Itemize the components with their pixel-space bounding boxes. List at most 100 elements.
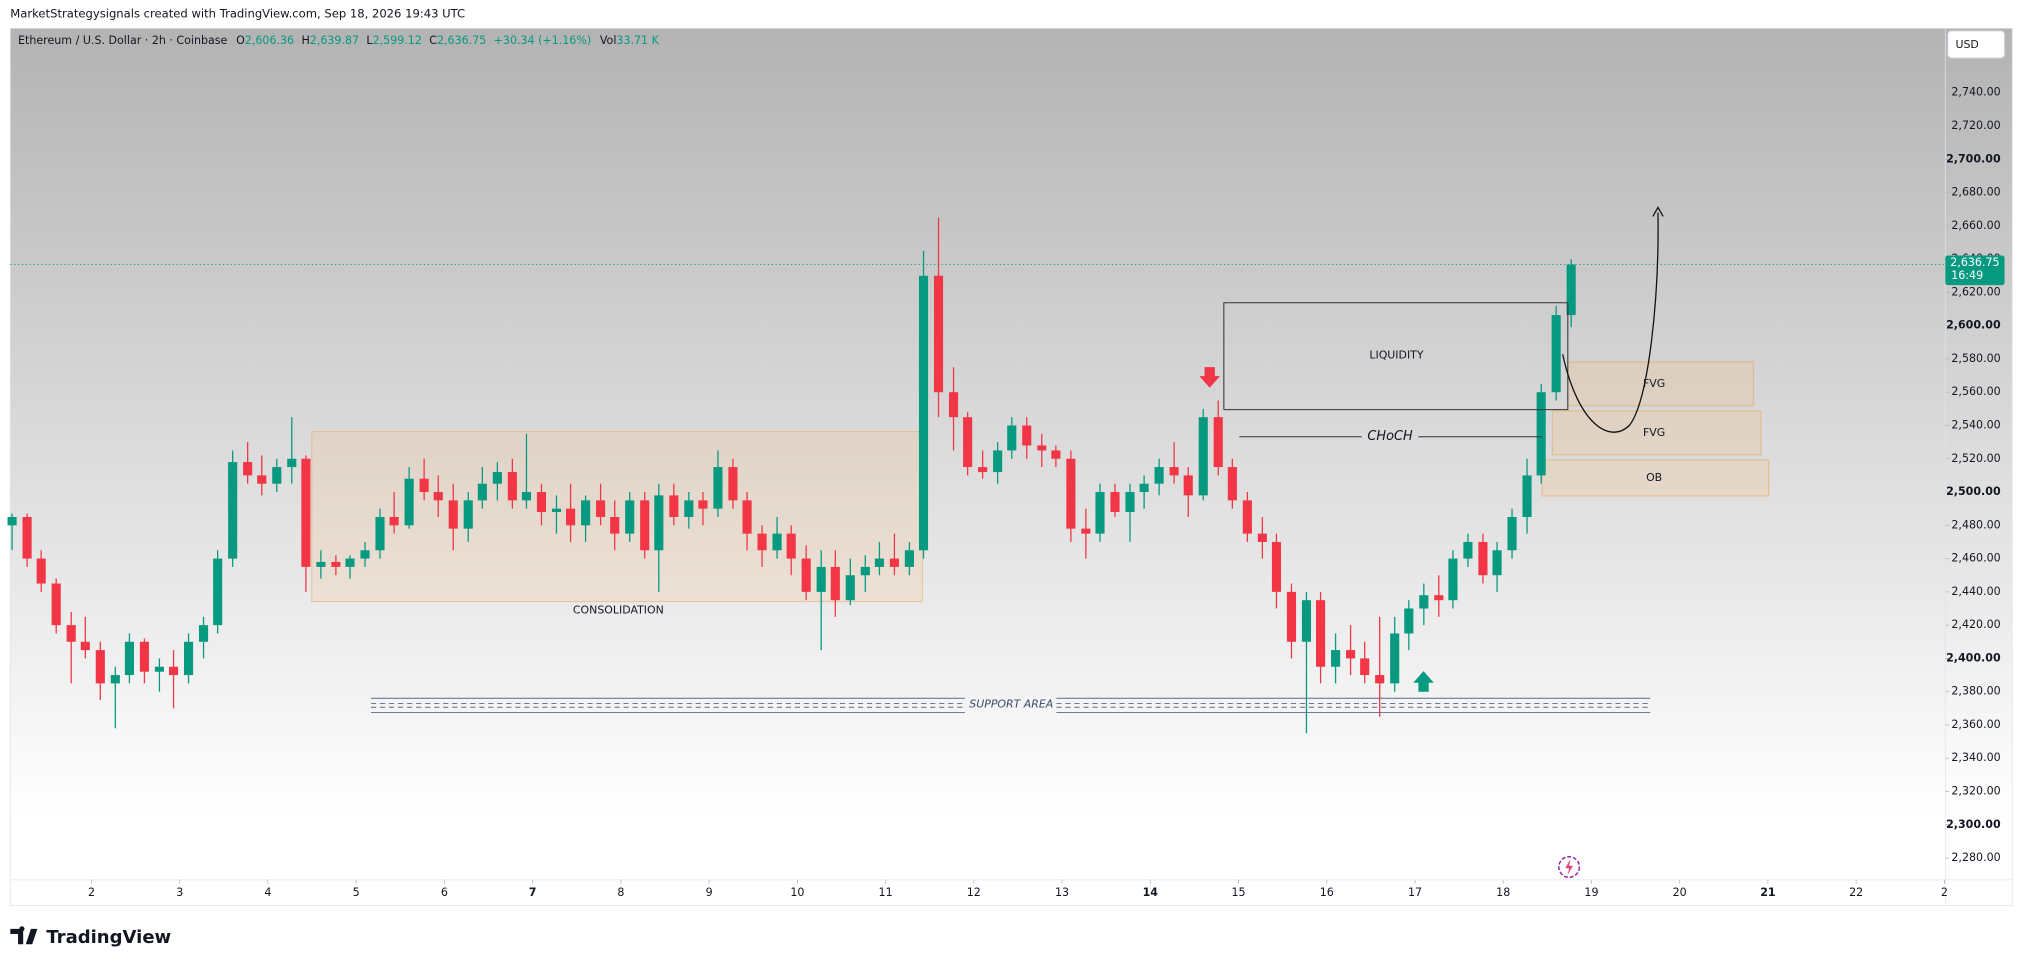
candle-body (110, 675, 120, 684)
candle-body (419, 478, 429, 493)
annotation-label: CONSOLIDATION (573, 604, 664, 617)
down-arrow (1199, 367, 1220, 388)
candle-body (389, 516, 399, 526)
up-arrow (1413, 671, 1434, 692)
candle-body (198, 625, 209, 642)
candle-body (1169, 467, 1179, 476)
candle-body (904, 550, 914, 567)
x-tick-label: 10 (790, 886, 804, 899)
ohlc-label: C (429, 34, 437, 47)
candle-body (1051, 450, 1061, 459)
candle-body (1257, 533, 1267, 542)
candle-body (1007, 425, 1017, 451)
candle-body (596, 500, 606, 517)
event-icon[interactable] (1558, 855, 1581, 879)
candle-body (1154, 467, 1164, 484)
candles (7, 217, 1946, 734)
x-tick-label: 3 (176, 886, 183, 899)
candle-body (1301, 600, 1312, 642)
currency-button[interactable] (1947, 30, 2006, 59)
ohlc-value: 2,599.12 (373, 34, 422, 47)
candle-body (640, 500, 650, 551)
candle-body (1227, 467, 1237, 501)
x-tick-label: 21 (1760, 886, 1775, 899)
x-tick-label: 2 (1941, 886, 1948, 899)
y-tick-label: 2,660.00 (1951, 219, 2000, 232)
y-tick-label: 2,440.00 (1951, 585, 2000, 598)
candle-body (66, 625, 76, 642)
y-tick-label: 2,740.00 (1951, 86, 2000, 99)
candle-body (874, 558, 884, 567)
candle-body (1448, 558, 1458, 601)
candle-body (168, 666, 179, 676)
candle-body (801, 558, 811, 592)
candle-body (404, 478, 414, 526)
candle-body (1242, 500, 1252, 534)
ob-zone (1541, 459, 1770, 497)
candle-body (1346, 650, 1356, 659)
liquidity-box (1223, 302, 1569, 411)
candle-body (1037, 445, 1047, 451)
ohlc-label: H (301, 34, 309, 47)
annotation-label: FVG (1643, 377, 1665, 390)
candle-body (1286, 591, 1297, 642)
candle-body (669, 495, 679, 517)
candle-body (1331, 650, 1341, 667)
candle-body (1183, 475, 1193, 496)
candle-body (830, 566, 840, 601)
ohlc-label: O (236, 34, 245, 47)
candle-body (243, 462, 253, 476)
candle-body (728, 467, 738, 501)
candle-body (625, 500, 635, 534)
y-tick-label: 2,480.00 (1951, 518, 2000, 531)
candle-body (1522, 475, 1532, 517)
candle-body (492, 472, 502, 484)
logo-mark (10, 926, 38, 945)
y-tick-label: 2,280.00 (1951, 851, 2000, 864)
x-tick-label: 5 (353, 886, 360, 899)
volume: 33.71 K (616, 34, 659, 47)
annotations: CONSOLIDATION SUPPORT AREA LIQUIDITY CHo… (371, 206, 1665, 879)
annotation-label: CHoCH (1367, 429, 1413, 444)
x-tick-label: 17 (1408, 886, 1422, 899)
x-tick-label: 12 (967, 886, 981, 899)
candle-body (1536, 392, 1546, 476)
logo: TradingView (10, 926, 172, 948)
candle-body (477, 483, 487, 501)
candle-body (316, 561, 326, 567)
ohlc-value: 2,636.75 (437, 34, 486, 47)
candle-body (331, 561, 341, 567)
currency-label[interactable]: USD (1955, 38, 1978, 51)
y-tick-label: 2,420.00 (1951, 618, 2000, 631)
symbol-header: Ethereum / U.S. Dollar · 2h · Coinbase O… (18, 34, 660, 47)
candle-body (95, 650, 105, 684)
y-tick-label: 2,540.00 (1951, 418, 2000, 431)
y-tick-label: 2,620.00 (1951, 285, 2000, 298)
candle-body (1434, 595, 1444, 601)
candle-body (978, 467, 988, 473)
candle-body (80, 641, 90, 651)
x-tick-label: 9 (706, 886, 713, 899)
candle-body (581, 500, 591, 526)
candle-body (1419, 595, 1429, 609)
y-tick-label: 2,520.00 (1951, 452, 2000, 465)
y-tick-label: 2,680.00 (1951, 186, 2000, 199)
candle-body (845, 575, 855, 601)
annotation-label: OB (1646, 471, 1662, 484)
x-tick-label: 2 (88, 886, 95, 899)
event-icon-bolt (1565, 859, 1573, 875)
candle-body (272, 467, 282, 484)
x-tick-label: 4 (264, 886, 271, 899)
y-tick-label: 2,360.00 (1951, 718, 2000, 731)
candle-body (742, 500, 752, 534)
candle-body (713, 467, 723, 509)
annotation-label: SUPPORT AREA (969, 698, 1053, 711)
volume-label: Vol (600, 34, 617, 47)
price-tag-price: 2,636.75 (1950, 256, 1999, 269)
candle-body (51, 583, 61, 626)
fvg-zone (1567, 361, 1754, 407)
price-tag-countdown: 16:49 (1951, 269, 1983, 282)
candle-body (1022, 425, 1032, 446)
y-tick-label: 2,720.00 (1951, 119, 2000, 132)
